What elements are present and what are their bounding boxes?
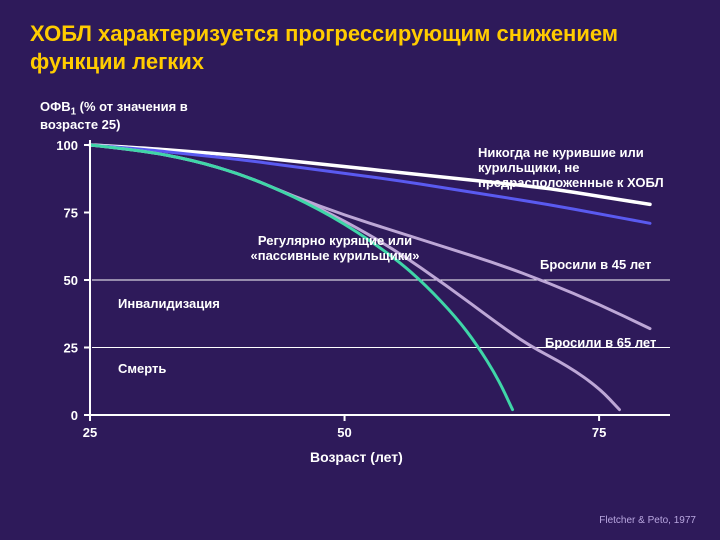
svg-text:50: 50 [337, 425, 351, 440]
svg-text:25: 25 [83, 425, 97, 440]
svg-text:75: 75 [64, 206, 78, 221]
x-axis-label: Возраст (лет) [310, 449, 403, 465]
slide: ХОБЛ характеризуется прогрессирующим сни… [0, 0, 720, 540]
label-quit65: Бросили в 65 лет [545, 336, 705, 351]
label-never: Никогда не курившие или курильщики, не п… [478, 146, 693, 191]
x-axis-ticks: 25 50 75 [83, 415, 607, 440]
label-disability: Инвалидизация [118, 297, 278, 312]
svg-text:0: 0 [71, 408, 78, 423]
label-regular: Регулярно курящие или «пассивные курильщ… [245, 234, 425, 264]
svg-text:75: 75 [592, 425, 606, 440]
label-death: Смерть [118, 362, 238, 377]
citation: Fletcher & Peto, 1977 [599, 515, 696, 526]
svg-text:25: 25 [64, 341, 78, 356]
svg-text:50: 50 [64, 273, 78, 288]
label-quit45: Бросили в 45 лет [540, 258, 700, 273]
svg-text:100: 100 [56, 138, 78, 153]
y-axis-ticks: 0 25 50 75 100 [56, 138, 90, 423]
